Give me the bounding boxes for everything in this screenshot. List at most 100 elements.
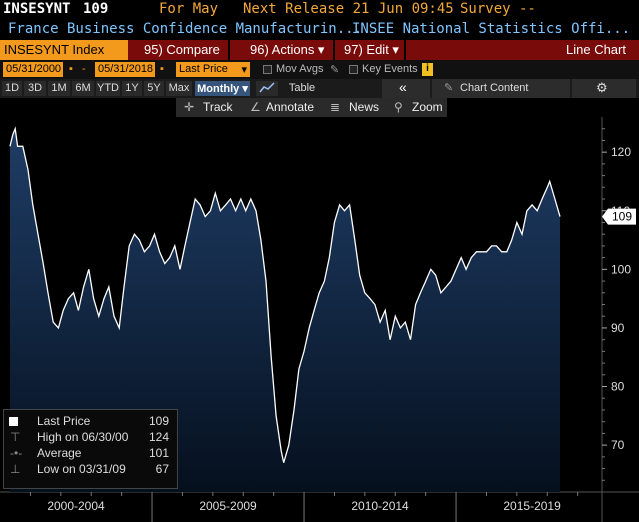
- data-point: [154, 234, 155, 235]
- data-point: [349, 204, 350, 205]
- y-tick-label: 100: [611, 262, 631, 276]
- crosshair-icon: ✛: [184, 100, 195, 114]
- data-point: [281, 450, 282, 451]
- range-1d[interactable]: 1D: [2, 81, 22, 96]
- data-point: [123, 286, 124, 287]
- data-point: [435, 275, 436, 276]
- data-point: [250, 198, 251, 199]
- data-point: [415, 304, 416, 305]
- data-point: [526, 210, 527, 211]
- data-point: [410, 339, 411, 340]
- range-1m[interactable]: 1M: [48, 81, 70, 96]
- price-chart[interactable]: 708090100110120 2000-20042005-20092010-2…: [0, 117, 639, 522]
- data-point: [405, 322, 406, 323]
- data-point: [303, 351, 304, 352]
- for-period: For May: [159, 1, 219, 17]
- data-point: [108, 286, 109, 287]
- track-button[interactable]: Track: [203, 100, 233, 114]
- data-point: [506, 251, 507, 252]
- low-marker-icon: ⊥: [10, 462, 21, 476]
- gear-icon: ⚙: [596, 80, 608, 95]
- data-point: [220, 210, 221, 211]
- data-point: [276, 415, 277, 416]
- news-button[interactable]: News: [349, 100, 380, 114]
- legend-high-value: 124: [148, 430, 169, 444]
- edit-button[interactable]: 97) Edit ▾: [344, 42, 399, 57]
- range-5y[interactable]: 5Y: [144, 81, 164, 96]
- x-tick-label: 2010-2014: [351, 499, 409, 513]
- table-button[interactable]: Table: [288, 82, 316, 94]
- ticker-symbol[interactable]: INSESYNT: [3, 1, 71, 17]
- settings-button[interactable]: ⚙: [572, 79, 636, 98]
- data-point: [37, 234, 38, 235]
- data-point: [58, 327, 59, 328]
- range-3d[interactable]: 3D: [24, 81, 46, 96]
- chart-content-icon: ✎: [444, 82, 454, 94]
- security-description: France Business Confidence Manufacturin.…: [8, 21, 363, 37]
- compare-button[interactable]: 95) Compare: [144, 42, 220, 57]
- range-ytd[interactable]: YTD: [96, 81, 120, 96]
- data-point: [210, 210, 211, 211]
- divider: [333, 40, 335, 60]
- data-point: [486, 251, 487, 252]
- data-point: [27, 169, 28, 170]
- mov-avgs-checkbox[interactable]: [263, 65, 272, 74]
- key-events-checkbox[interactable]: [349, 65, 358, 74]
- period-select[interactable]: Monthly ▾: [195, 81, 250, 96]
- data-point: [53, 322, 54, 323]
- chart-content-button[interactable]: Chart Content ✎: [432, 79, 570, 98]
- data-point: [17, 146, 18, 147]
- data-point: [309, 327, 310, 328]
- average-marker-icon: -•-: [10, 446, 23, 460]
- legend-last-price-label: Last Price: [37, 414, 91, 428]
- data-point: [88, 269, 89, 270]
- data-point: [47, 292, 48, 293]
- annotate-button[interactable]: Annotate: [266, 100, 315, 114]
- range-max[interactable]: Max: [166, 81, 192, 96]
- data-point: [466, 269, 467, 270]
- pencil-icon[interactable]: ✎: [330, 64, 340, 76]
- data-point: [324, 281, 325, 282]
- collapse-panel[interactable]: «: [382, 79, 430, 98]
- zoom-button[interactable]: Zoom: [412, 100, 443, 114]
- divider: [228, 40, 230, 60]
- range-1y[interactable]: 1Y: [122, 81, 142, 96]
- current-value: 109: [83, 1, 109, 17]
- actions-button[interactable]: 96) Actions ▾: [250, 42, 325, 57]
- line-chart-icon[interactable]: [256, 81, 278, 96]
- data-point: [521, 234, 522, 235]
- info-icon[interactable]: i: [422, 63, 433, 76]
- chart-type-label[interactable]: Line Chart: [566, 42, 626, 57]
- high-marker-icon: ⊤: [10, 430, 21, 444]
- calendar-icon[interactable]: ▪: [160, 63, 164, 75]
- data-point: [430, 269, 431, 270]
- legend-high-label: High on 06/30/00: [37, 430, 129, 444]
- data-point: [113, 316, 114, 317]
- last-value-badge: [602, 208, 636, 225]
- field-select-value: Last Price: [179, 63, 228, 75]
- range-6m[interactable]: 6M: [72, 81, 94, 96]
- data-point: [255, 210, 256, 211]
- data-point: [496, 245, 497, 246]
- data-point: [314, 310, 315, 311]
- end-date-field[interactable]: 05/31/2018: [95, 62, 155, 77]
- data-point: [98, 316, 99, 317]
- data-point: [119, 327, 120, 328]
- survey: Survey --: [460, 1, 536, 17]
- key-events-label: Key Events: [362, 63, 418, 75]
- data-point: [339, 204, 340, 205]
- data-point: [195, 198, 196, 199]
- start-date-field[interactable]: 05/31/2000: [3, 62, 63, 77]
- field-select[interactable]: Last Price ▾: [176, 62, 250, 77]
- data-point: [200, 204, 201, 205]
- index-label[interactable]: INSESYNT Index: [0, 40, 128, 60]
- y-tick-label: 70: [611, 438, 625, 452]
- x-tick-label: 2005-2009: [199, 499, 257, 513]
- legend-average-value: 101: [148, 446, 169, 460]
- data-point: [380, 322, 381, 323]
- data-point: [205, 216, 206, 217]
- y-tick-label: 120: [611, 145, 631, 159]
- data-point: [559, 216, 560, 217]
- y-tick-label: 90: [611, 321, 625, 335]
- price-area: [10, 128, 560, 492]
